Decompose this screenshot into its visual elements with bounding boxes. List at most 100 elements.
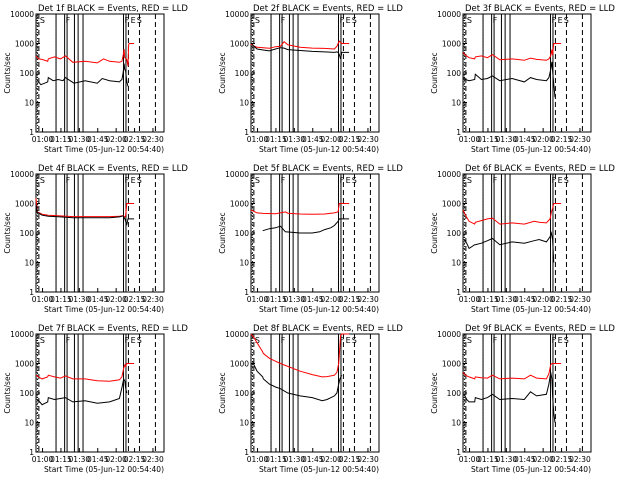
marker-label: F [340,336,345,345]
events-series-line [463,372,556,423]
x-tick-label: 01:15 [265,455,287,464]
marker-label: S [352,176,357,185]
x-tick-label: 01:15 [50,455,72,464]
x-tick-label: 01:30 [496,135,518,144]
marker-label: E [131,16,136,25]
x-tick-label: 01:00 [459,455,481,464]
lld-series-line [250,203,350,215]
marker-label: F [66,16,71,25]
marker-label: S [40,336,45,345]
marker-label: E [558,16,563,25]
panel-title: Det 5f BLACK = Events, RED = LLD [253,164,403,174]
x-tick-label: 01:30 [284,295,306,304]
x-tick-label: 02:15 [124,295,146,304]
x-tick-label: 02:00 [532,455,554,464]
x-axis-label: Start Time (05-Jun-12 00:54:40) [259,465,379,474]
y-tick-label: 100 [235,389,250,398]
x-tick-label: 02:00 [532,135,554,144]
x-tick-label: 02:30 [142,455,164,464]
marker-label: S [255,336,260,345]
x-tick-label: 02:15 [551,295,573,304]
x-tick-label: 01:30 [284,455,306,464]
x-tick-label: 01:00 [32,455,54,464]
x-axis-label: Start Time (05-Jun-12 00:54:40) [259,145,379,154]
marker-label: F [493,176,498,185]
x-tick-label: 01:30 [69,135,91,144]
y-tick-label: 1 [456,128,461,137]
marker-label: S [564,176,569,185]
y-tick-label: 10000 [437,170,461,179]
marker-label: S [137,176,142,185]
x-tick-label: 01:30 [69,455,91,464]
y-tick-label: 1000 [230,200,249,209]
events-series-line [251,360,343,402]
x-tick-label: 02:30 [357,135,379,144]
y-tick-label: 1 [244,288,249,297]
marker-label: E [131,176,136,185]
plot-frame [250,333,380,453]
panel-title: Det 3f BLACK = Events, RED = LLD [465,4,615,14]
x-tick-label: 01:00 [247,295,269,304]
marker-label: S [137,16,142,25]
panel-title: Det 6f BLACK = Events, RED = LLD [465,164,615,174]
marker-label: F [125,336,130,345]
panel-title: Det 7f BLACK = Events, RED = LLD [38,324,188,334]
panel-title: Det 9f BLACK = Events, RED = LLD [465,324,615,334]
y-tick-label: 100 [20,389,35,398]
events-series-line [37,63,129,87]
lld-series-line [250,333,350,378]
y-tick-label: 1000 [15,40,34,49]
marker-label: F [125,16,130,25]
y-tick-label: 1 [456,448,461,457]
lld-series-line [462,203,562,225]
y-axis-label: Counts/sec [3,52,12,93]
x-tick-label: 01:15 [477,295,499,304]
plot-frame [35,13,165,133]
y-tick-label: 100 [20,69,35,78]
y-axis-label: Counts/sec [430,372,439,413]
y-tick-label: 10 [239,419,249,428]
marker-label: F [552,336,557,345]
x-tick-label: 01:45 [87,295,109,304]
x-tick-label: 01:45 [302,135,324,144]
y-tick-label: 10 [24,99,34,108]
x-tick-label: 02:15 [551,455,573,464]
marker-label: E [558,336,563,345]
y-axis-label: Counts/sec [3,212,12,253]
x-tick-label: 01:45 [514,455,536,464]
x-axis-label: Start Time (05-Jun-12 00:54:40) [471,465,591,474]
x-axis-label: Start Time (05-Jun-12 00:54:40) [471,145,591,154]
x-tick-label: 02:00 [105,135,127,144]
y-tick-label: 1000 [442,360,461,369]
x-tick-label: 01:00 [459,295,481,304]
y-tick-label: 1 [244,128,249,137]
marker-label: F [340,176,345,185]
marker-label: S [352,16,357,25]
x-axis-label: Start Time (05-Jun-12 00:54:40) [259,305,379,314]
events-series-line [251,44,350,60]
x-tick-label: 02:15 [339,295,361,304]
y-tick-label: 100 [235,229,250,238]
y-tick-label: 10000 [225,170,249,179]
y-tick-label: 10000 [10,10,34,19]
marker-label: S [467,176,472,185]
events-series-line [262,218,350,234]
y-tick-label: 10000 [225,330,249,339]
x-tick-label: 02:30 [569,295,591,304]
x-tick-label: 02:30 [357,455,379,464]
y-tick-label: 1 [456,288,461,297]
x-tick-label: 01:45 [302,455,324,464]
y-tick-label: 10 [24,419,34,428]
x-axis-label: Start Time (05-Jun-12 00:54:40) [44,305,164,314]
y-tick-label: 1 [29,128,34,137]
marker-label: S [564,16,569,25]
plot-frame [35,333,165,453]
x-tick-label: 02:15 [551,135,573,144]
marker-label: F [66,336,71,345]
